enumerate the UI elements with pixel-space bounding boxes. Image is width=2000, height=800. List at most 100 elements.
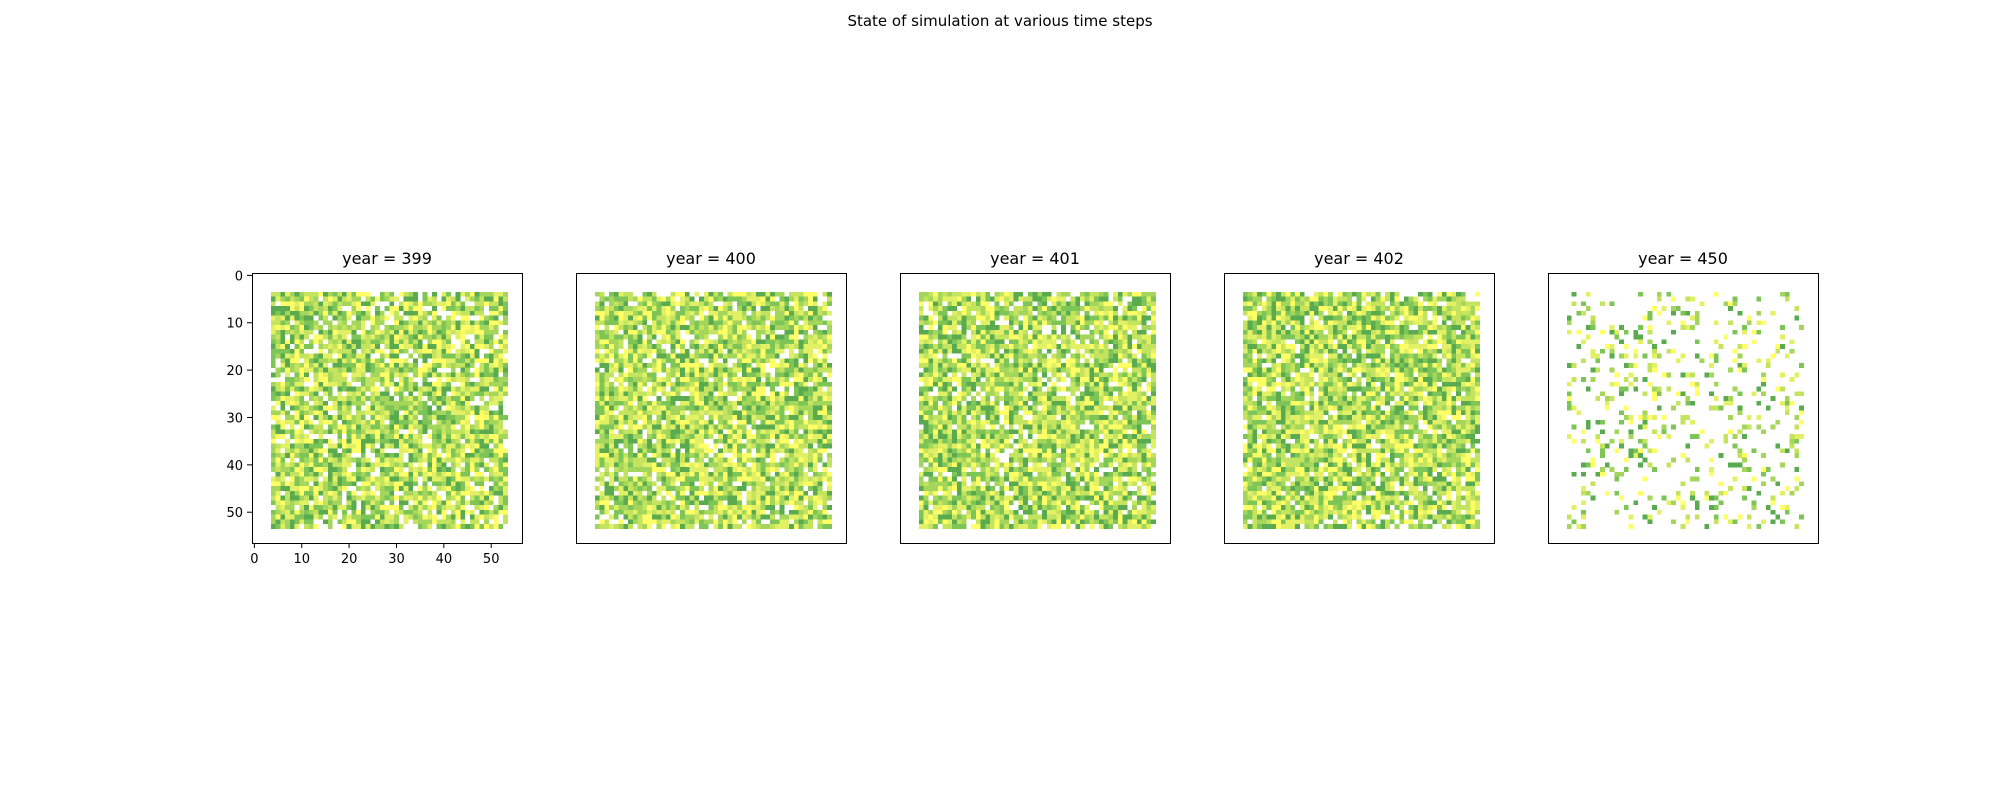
heatmap-cell [694,367,700,373]
heatmap-cell [708,481,714,487]
heatmap-cell [789,448,794,454]
heatmap-cell [408,363,414,368]
heatmap-cell [708,367,714,373]
heatmap-cell [375,339,380,345]
heatmap-cell [450,329,456,335]
heatmap-cell [1151,310,1156,316]
heatmap-cell [1117,315,1123,321]
heatmap-cell [479,405,485,411]
heatmap-cell [413,509,418,515]
heatmap-cell [403,419,409,425]
heatmap-cell [1008,353,1014,359]
heatmap-cell [441,500,447,506]
heatmap-cell [670,495,676,501]
heatmap-cell [384,344,390,349]
heatmap-cell [933,329,938,335]
heatmap-cell [760,453,766,458]
heatmap-cell [432,415,437,420]
heatmap-cell [642,448,648,454]
heatmap-cell [623,306,629,311]
heatmap-cell [789,476,794,482]
heatmap-cell [651,315,657,321]
heatmap-cell [784,400,790,406]
heatmap-cell [594,419,600,425]
heatmap-cell [999,329,1005,335]
heatmap-cell [370,509,376,515]
heatmap-cell [417,509,423,515]
heatmap-cell [741,476,747,482]
heatmap-cell [632,367,638,373]
heatmap-cell [713,410,719,416]
heatmap-cell [741,419,747,425]
heatmap-cell [808,448,813,454]
heatmap-cell [699,500,704,506]
heatmap-cell [613,363,619,368]
heatmap-cell [822,320,828,326]
heatmap-cell [756,367,761,373]
heatmap-cell [370,415,376,420]
heatmap-cell [774,334,780,340]
heatmap-cell [337,429,343,435]
heatmap-cell [436,443,442,449]
heatmap-cell [498,457,504,463]
heatmap-cell [498,481,504,487]
heatmap-cell [422,519,428,525]
heatmap-cell [465,476,470,482]
heatmap-cell [647,524,652,529]
heatmap-cell [718,296,723,302]
heatmap-cell [1032,306,1038,311]
heatmap-cell [436,325,442,330]
heatmap-cell [789,291,794,297]
heatmap-cell [727,348,733,354]
heatmap-cell [933,344,938,349]
heatmap-cell [718,410,723,416]
heatmap-cell [718,500,723,506]
heatmap-cell [323,495,328,501]
heatmap-cell [732,329,738,335]
heatmap-cell [484,434,489,439]
heatmap-cell [1042,320,1047,326]
heatmap-cell [446,329,451,335]
heatmap-cell [398,291,404,297]
heatmap-cell [699,391,704,397]
heatmap-cell [323,462,328,468]
heatmap-cell [798,363,804,368]
heatmap-cell [594,310,600,316]
heatmap-cell [760,495,766,501]
heatmap-cell [1141,339,1147,345]
heatmap-cell [460,467,466,472]
heatmap-cell [713,424,719,430]
heatmap-cell [342,415,347,420]
heatmap-cell [332,481,338,487]
heatmap-cell [684,367,690,373]
heatmap-cell [942,344,948,349]
heatmap-cell [275,476,281,482]
heatmap-cell [599,419,605,425]
heatmap-cell [666,405,671,411]
heatmap-cell [675,344,681,349]
heatmap-cell [656,320,662,326]
heatmap-cell [398,334,404,340]
heatmap-cell [318,410,324,416]
heatmap-cell [727,519,733,525]
heatmap-cell [370,358,376,364]
heatmap-cell [1080,291,1085,297]
heatmap-cell [441,519,447,525]
heatmap-cell [299,325,305,330]
heatmap-cell [632,453,638,458]
heatmap-cell [450,353,456,359]
heatmap-cell [294,391,300,397]
heatmap-cell [680,301,685,307]
heatmap-cell [304,448,309,454]
heatmap-cell [493,490,499,496]
heatmap-cell [427,471,433,477]
heatmap-cell [632,509,638,515]
heatmap-cell [503,367,508,373]
heatmap-cell [337,415,343,420]
heatmap-cell [956,348,962,354]
heatmap-cell [432,500,437,506]
heatmap-cell [604,396,610,401]
heatmap-cell [1046,306,1052,311]
heatmap-cell [928,306,934,311]
heatmap-cell [599,505,605,510]
